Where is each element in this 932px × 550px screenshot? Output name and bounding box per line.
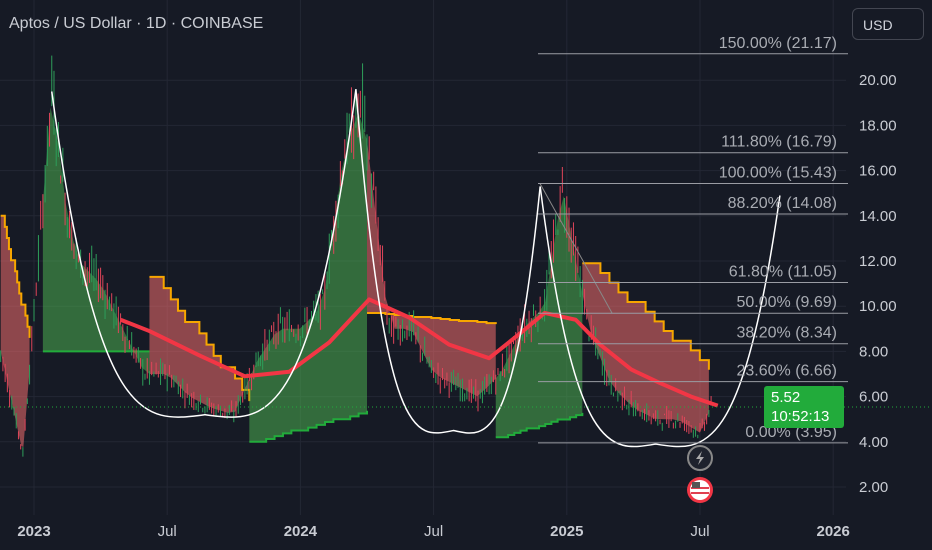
resistance-line [0,214,31,338]
fib-level-label: 61.80% (11.05) [729,263,837,280]
price-tick: 8.00 [859,343,888,360]
price-tick: 6.00 [859,389,888,406]
support-line [249,410,368,443]
price-tick: 14.00 [859,208,897,225]
time-tick: 2025 [550,523,583,540]
last-price-label: 5.52 10:52:13 [764,386,844,428]
fib-level-label: 150.00% (21.17) [719,35,837,52]
downtrend-fill [0,215,30,448]
price-tick: 12.00 [859,253,897,270]
fib-level-label: 50.00% (9.69) [736,294,837,311]
fib-level-label: 111.80% (16.79) [721,134,837,151]
uptrend-fill [249,112,367,442]
currency-button[interactable]: USD [852,8,924,40]
price-tick: 20.00 [859,72,897,89]
uptrend-fill [42,107,150,375]
bar-countdown: 10:52:13 [771,408,830,425]
price-tick: 16.00 [859,163,897,180]
downtrend-fill [149,276,250,413]
cycle-arc [539,186,781,448]
fib-level-label: 38.20% (8.34) [736,325,837,342]
fib-level-label: 23.60% (6.66) [736,363,837,380]
us-flag-icon[interactable] [687,477,713,503]
time-tick: Jul [424,523,443,540]
support-line [495,412,584,439]
chart-title: Aptos / US Dollar · 1D · COINBASE [9,15,264,32]
price-candles [0,55,712,457]
time-tick: Jul [690,523,709,540]
last-price-value: 5.52 [771,389,801,406]
time-axis[interactable]: 2023 Jul 2024 Jul 2025 Jul 2026 [17,523,850,540]
resistance-line [582,262,710,370]
cycle-arc [355,89,541,434]
moving-average-line [119,297,719,408]
fib-trend-line [539,183,613,314]
moving-average [119,297,719,408]
grid [0,0,846,515]
cycle-arc [51,89,357,418]
price-tick: 4.00 [859,434,888,451]
fib-level-label: 100.00% (15.43) [719,164,837,181]
time-tick: 2023 [17,523,50,540]
downtrend-fill [367,140,496,397]
price-tick: 2.00 [859,479,888,496]
price-tick: 18.00 [859,117,897,134]
time-tick: 2024 [284,523,318,540]
cycle-arcs [51,89,781,448]
fib-level-label: 0.00% (3.95) [745,424,837,441]
time-tick: Jul [158,523,177,540]
resistance-line [149,275,251,402]
lightning-icon[interactable] [687,445,713,471]
fibonacci-retracement[interactable]: 150.00% (21.17) 111.80% (16.79) 100.00% (1… [538,35,848,444]
price-tick: 10.00 [859,298,897,315]
price-axis[interactable]: 20.00 18.00 16.00 14.00 12.00 10.00 8.00 6.00 4.… [859,72,897,496]
resistance-line [367,311,497,325]
time-tick: 2026 [817,523,850,540]
fib-level-label: 88.20% (14.08) [728,195,837,212]
